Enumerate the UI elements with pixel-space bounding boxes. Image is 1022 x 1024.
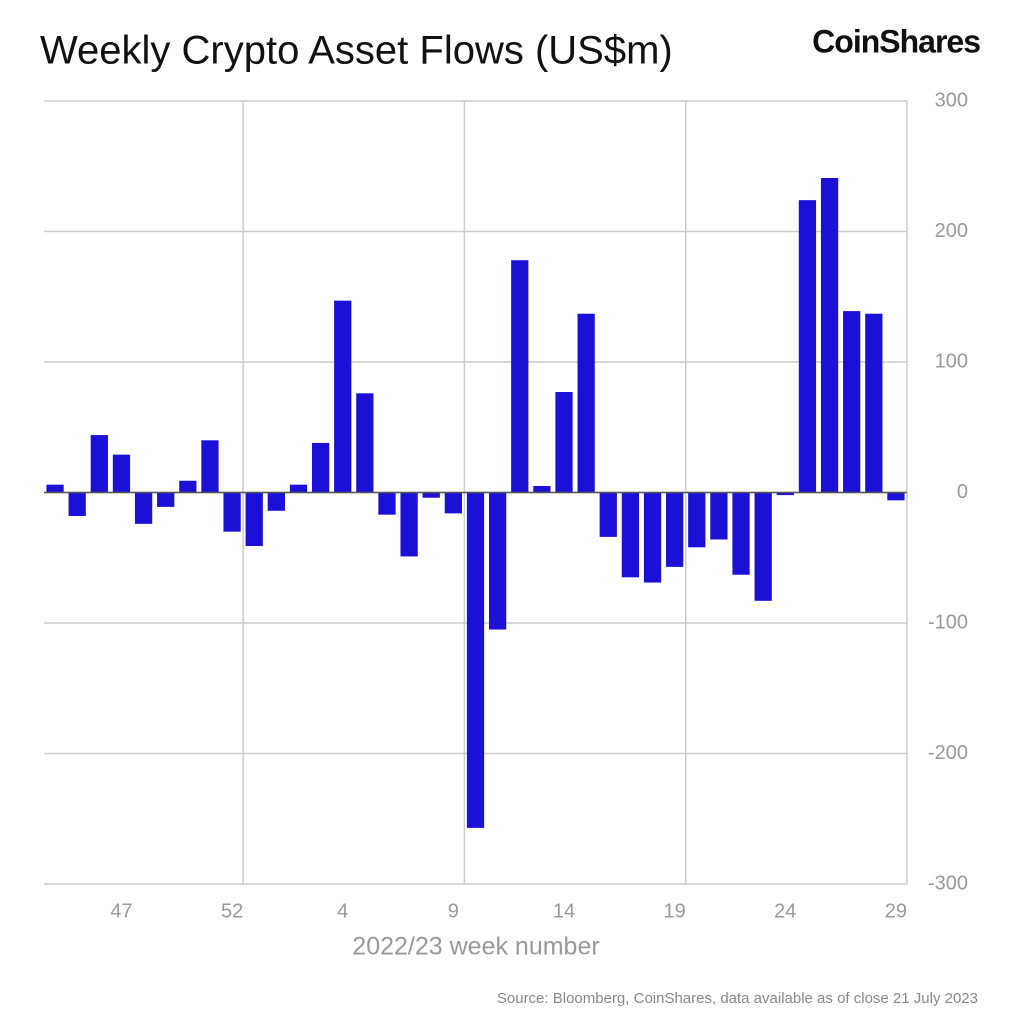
bar (444, 492, 463, 514)
brand-logo: CoinShares (812, 23, 980, 59)
bar (311, 442, 330, 493)
bar (643, 492, 662, 583)
y-tick-label: -300 (928, 872, 968, 894)
bar (289, 484, 308, 493)
bar (820, 177, 839, 493)
bar (754, 492, 772, 601)
bar (732, 492, 750, 575)
bar (179, 480, 197, 493)
bar (378, 492, 396, 515)
y-tick-label: 200 (935, 220, 968, 242)
x-tick-label: 19 (664, 900, 686, 922)
bar (466, 492, 485, 828)
chart-title: Weekly Crypto Asset Flows (US$m) (40, 29, 673, 73)
bar (555, 392, 573, 493)
bar (134, 492, 153, 524)
x-tick-label: 29 (885, 900, 907, 922)
bar (112, 454, 131, 493)
y-tick-label: -200 (928, 742, 968, 764)
bar (334, 300, 352, 493)
bar (68, 492, 86, 516)
bar (201, 440, 219, 493)
bar (666, 492, 684, 567)
bar (599, 492, 617, 537)
bar (533, 485, 551, 493)
bar (843, 311, 861, 493)
bar (422, 492, 440, 498)
x-axis-label: 2022/23 week number (352, 933, 599, 961)
bar (90, 435, 108, 493)
y-tick-label: 0 (957, 481, 968, 503)
bar (267, 492, 285, 511)
bar (356, 393, 374, 493)
bar (245, 492, 263, 547)
bar (621, 492, 640, 578)
bar (577, 313, 595, 493)
x-tick-label: 52 (221, 900, 243, 922)
source-note: Source: Bloomberg, CoinShares, data avai… (497, 990, 978, 1007)
y-tick-label: 100 (935, 350, 968, 372)
x-tick-label: 14 (553, 900, 575, 922)
bar (46, 484, 64, 493)
x-tick-label: 9 (448, 900, 459, 922)
bar (400, 492, 418, 557)
bar (511, 260, 529, 493)
bar (710, 492, 728, 540)
bar (157, 492, 175, 507)
bar (688, 492, 706, 548)
y-tick-label: -100 (928, 611, 968, 633)
x-tick-label: 4 (337, 900, 348, 922)
bar (887, 492, 905, 501)
bar (798, 200, 817, 493)
bar (865, 313, 883, 493)
bar (776, 492, 794, 496)
y-tick-label: 300 (935, 89, 968, 111)
bar (488, 492, 507, 630)
bar (223, 492, 241, 532)
x-tick-label: 47 (110, 900, 132, 922)
x-tick-label: 24 (774, 900, 796, 922)
